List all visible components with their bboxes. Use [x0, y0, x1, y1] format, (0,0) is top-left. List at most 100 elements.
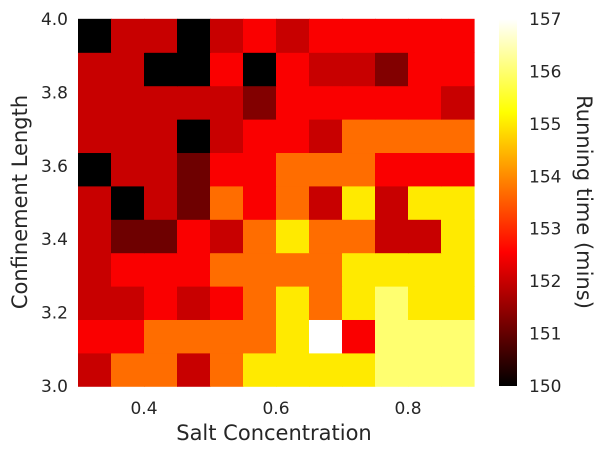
heatmap-cell	[243, 18, 277, 53]
heatmap-cell	[342, 185, 376, 220]
y-tick-label: 4.0	[41, 10, 68, 30]
heatmap-cell	[144, 352, 178, 387]
heatmap-cell	[276, 119, 310, 154]
heatmap-cell	[375, 18, 409, 53]
heatmap-cell	[309, 152, 343, 187]
heatmap-cell	[276, 252, 310, 287]
colorbar-tick-label: 150	[529, 377, 561, 397]
heatmap-cell	[243, 252, 277, 287]
heatmap-cell	[276, 52, 310, 87]
heatmap-cell	[144, 85, 178, 120]
heatmap-cell	[375, 252, 409, 287]
heatmap-cell	[375, 185, 409, 220]
heatmap-cell	[441, 52, 475, 87]
heatmap-cell	[309, 285, 343, 320]
heatmap-cell	[408, 152, 442, 187]
heatmap-cell	[441, 285, 475, 320]
heatmap-cell	[78, 252, 112, 287]
heatmap-cell	[78, 18, 112, 53]
heatmap-cell	[78, 185, 112, 220]
heatmap-cell	[111, 252, 145, 287]
heatmap-cell	[408, 219, 442, 254]
heatmap-cell	[243, 119, 277, 154]
heatmap-cell	[78, 119, 112, 154]
heatmap-cell	[276, 85, 310, 120]
heatmap-cell	[177, 219, 211, 254]
y-axis-label: Confinement Length	[8, 95, 32, 309]
heatmap-cell	[441, 352, 475, 387]
heatmap-cell	[144, 52, 178, 87]
heatmap-cell	[111, 219, 145, 254]
heatmap-cell	[78, 285, 112, 320]
heatmap-cell	[309, 18, 343, 53]
heatmap-cell	[375, 152, 409, 187]
colorbar-tick-label: 156	[529, 62, 561, 82]
heatmap-cell	[144, 18, 178, 53]
heatmap-cell	[144, 119, 178, 154]
heatmap-cell	[144, 152, 178, 187]
heatmap-cell	[309, 219, 343, 254]
heatmap-cell	[243, 185, 277, 220]
heatmap-cell	[375, 352, 409, 387]
heatmap-cell	[309, 252, 343, 287]
heatmap-cell	[375, 52, 409, 87]
heatmap-cell	[111, 285, 145, 320]
heatmap-cell	[177, 252, 211, 287]
colorbar	[499, 19, 517, 386]
heatmap-cell	[177, 285, 211, 320]
y-tick-label: 3.0	[41, 377, 68, 397]
colorbar-tick-label: 155	[529, 115, 561, 135]
heatmap-cell	[309, 119, 343, 154]
heatmap-cell	[375, 319, 409, 354]
heatmap-cells	[78, 18, 475, 387]
x-axis-label: Salt Concentration	[176, 421, 372, 445]
y-tick-label: 3.2	[41, 304, 68, 324]
heatmap-cell	[408, 319, 442, 354]
heatmap-cell	[78, 219, 112, 254]
heatmap-cell	[111, 352, 145, 387]
heatmap-cell	[111, 85, 145, 120]
heatmap-cell	[441, 152, 475, 187]
heatmap-cell	[210, 52, 244, 87]
heatmap-cell	[309, 352, 343, 387]
x-tick-label: 0.8	[394, 399, 421, 419]
heatmap-cell	[177, 352, 211, 387]
heatmap-cell	[441, 185, 475, 220]
y-tick-label: 3.6	[41, 157, 68, 177]
heatmap-cell	[177, 185, 211, 220]
heatmap-cell	[276, 319, 310, 354]
heatmap-cell	[78, 319, 112, 354]
heatmap-cell	[78, 52, 112, 87]
heatmap-cell	[78, 152, 112, 187]
heatmap-cell	[210, 285, 244, 320]
heatmap-cell	[309, 319, 343, 354]
heatmap-cell	[243, 52, 277, 87]
heatmap-cell	[309, 52, 343, 87]
heatmap-cell	[375, 119, 409, 154]
heatmap-cell	[375, 219, 409, 254]
heatmap-cell	[210, 85, 244, 120]
heatmap-cell	[408, 119, 442, 154]
heatmap-cell	[342, 319, 376, 354]
y-tick-label: 3.4	[41, 230, 68, 250]
heatmap-cell	[441, 119, 475, 154]
heatmap-cell	[408, 252, 442, 287]
heatmap-cell	[441, 319, 475, 354]
heatmap-cell	[276, 152, 310, 187]
colorbar-ticks: 150 151 152 153 154 155 156 157	[529, 10, 561, 397]
heatmap-cell	[144, 319, 178, 354]
heatmap-cell	[210, 319, 244, 354]
y-axis-ticks: 3.0 3.2 3.4 3.6 3.8 4.0	[41, 10, 68, 397]
heatmap-cell	[144, 285, 178, 320]
heatmap-cell	[342, 119, 376, 154]
heatmap-cell	[342, 285, 376, 320]
heatmap-cell	[342, 85, 376, 120]
heatmap-cell	[342, 18, 376, 53]
heatmap-cell	[342, 52, 376, 87]
heatmap-cell	[111, 185, 145, 220]
heatmap-cell	[375, 285, 409, 320]
heatmap-cell	[408, 185, 442, 220]
x-axis-ticks: 0.4 0.6 0.8	[130, 399, 421, 419]
heatmap-cell	[342, 352, 376, 387]
